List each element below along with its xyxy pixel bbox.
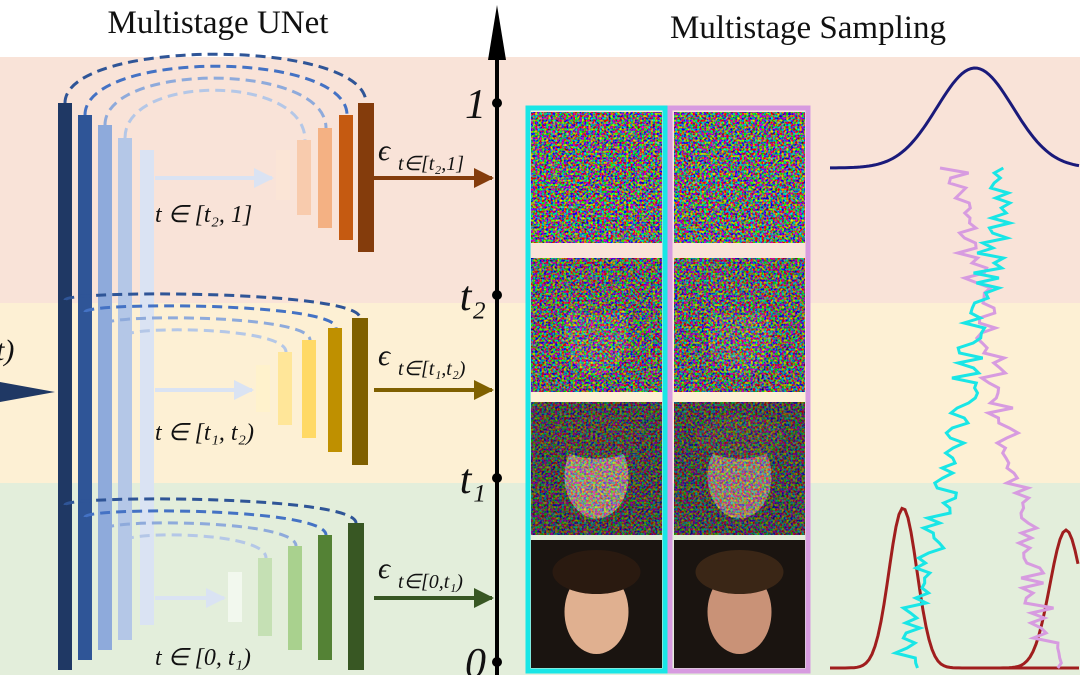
- decoder-bar: [288, 546, 302, 650]
- epsilon-label: ϵ: [378, 134, 392, 167]
- tick-dot: [492, 98, 502, 108]
- decoder-bar: [318, 535, 332, 660]
- noise: [531, 402, 662, 535]
- noise: [531, 258, 662, 392]
- decoder-bar: [328, 328, 342, 452]
- skip-connection: [103, 521, 298, 547]
- decoder-bar: [256, 365, 270, 412]
- decoder-bar: [228, 572, 242, 622]
- data-curve: [830, 506, 1080, 670]
- hair: [695, 550, 784, 594]
- skip-connection: [63, 292, 362, 319]
- range-label: t ∈ [0, t₁): [155, 645, 251, 671]
- noise: [674, 258, 805, 392]
- skip-connection: [63, 497, 358, 524]
- decoder-bar: [258, 558, 272, 636]
- trajectory-violet: [939, 166, 1063, 669]
- skip-connection: [83, 304, 338, 329]
- tick-label: t₁: [460, 457, 486, 503]
- noise: [674, 402, 805, 535]
- encoder-bar: [78, 115, 92, 660]
- range-label: t ∈ [t₁, t₂): [155, 420, 254, 446]
- decoder-bar: [318, 128, 332, 228]
- noise: [674, 112, 805, 243]
- skip-connection: [123, 533, 268, 559]
- encoder-bar: [98, 125, 112, 650]
- decoder-bar: [276, 150, 290, 200]
- epsilon-label: ϵ: [378, 339, 392, 372]
- epsilon-subscript: t∈[t₂,1]: [398, 153, 464, 175]
- skip-connection: [123, 88, 307, 141]
- tick-dot: [492, 290, 502, 300]
- prior-curve: [830, 66, 1080, 170]
- left-title: Multistage UNet: [108, 5, 329, 41]
- skip-connection: [63, 52, 368, 104]
- decoder-bar: [302, 340, 316, 438]
- encoder: [58, 103, 154, 670]
- decoder-bar: [348, 523, 364, 670]
- epsilon-subscript: t∈[0,t₁): [398, 571, 463, 593]
- skip-connection: [83, 509, 328, 536]
- distribution-curves: [830, 66, 1080, 670]
- encoder-bar: [140, 150, 154, 625]
- sample-frame-cyan: [525, 105, 668, 674]
- skip-connection: [103, 76, 328, 129]
- encoder-bar: [58, 103, 72, 670]
- skip-connection: [103, 316, 312, 341]
- decoder-bar: [297, 140, 311, 215]
- range-label: t ∈ [t₂, 1]: [155, 202, 252, 228]
- trajectory-cyan: [890, 166, 1016, 669]
- time-axis-head: [488, 5, 506, 60]
- epsilon-subscript: t∈[t₁,t₂): [398, 358, 466, 380]
- decoder-bar: [278, 352, 292, 425]
- hair: [552, 550, 641, 594]
- skip-connection: [123, 328, 288, 353]
- tick-dot: [492, 473, 502, 483]
- sample-frame-violet: [667, 105, 811, 674]
- tick-label: t₂: [460, 274, 486, 320]
- skip-connection: [83, 64, 349, 116]
- time-ticks: 1 t₂ t₁ 0: [460, 82, 502, 675]
- stages: t ∈ [t₂, 1] ϵ t∈[t₂,1] t ∈ [t₁, t₂) ϵ t∈[t₁,t…: [63, 52, 494, 671]
- decoder-bar: [339, 115, 353, 240]
- input-label: t): [0, 334, 14, 367]
- decoder-bar: [352, 318, 368, 465]
- decoder-bar: [358, 103, 374, 252]
- tick-label: 1: [465, 82, 486, 128]
- sample-images: [531, 112, 805, 668]
- epsilon-label: ϵ: [378, 552, 392, 585]
- encoder-bar: [118, 138, 132, 640]
- right-title: Multistage Sampling: [670, 10, 946, 46]
- tick-label: 0: [465, 641, 486, 675]
- input-arrow: [0, 382, 55, 402]
- noise: [531, 112, 662, 243]
- tick-dot: [492, 657, 502, 667]
